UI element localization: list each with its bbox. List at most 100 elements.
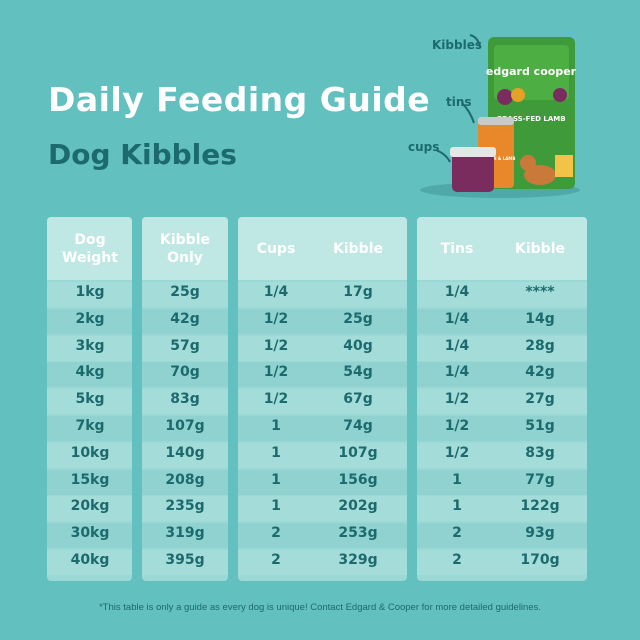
- table-cell: 1/2: [263, 391, 289, 408]
- table-cell: 156g: [338, 471, 378, 488]
- table-cell: 57g: [170, 337, 200, 354]
- table-panel: [142, 217, 228, 581]
- row-band: [142, 389, 228, 415]
- row-band: [47, 308, 132, 334]
- column-header: Tins: [440, 241, 474, 257]
- table-cell: 1/2: [444, 418, 470, 434]
- row-band: [238, 469, 407, 495]
- table-cell: 1: [452, 471, 462, 488]
- table-cell: 14g: [525, 310, 555, 327]
- table-cell: ****: [525, 284, 555, 300]
- table-cell: 1: [271, 471, 281, 488]
- flavor: GRASS-FED LAMB: [496, 115, 565, 123]
- kibbles-label: Kibbles: [432, 38, 482, 52]
- row-band: [142, 496, 228, 522]
- table-cell: 122g: [520, 498, 560, 515]
- row-band: [238, 362, 407, 388]
- row-band: [142, 308, 228, 334]
- row-band: [238, 550, 407, 575]
- table-cell: 54g: [343, 364, 373, 381]
- table-cell: 10kg: [70, 444, 110, 461]
- row-band: [417, 416, 587, 441]
- table-cell: 15kg: [70, 471, 110, 488]
- table-cell: 83g: [170, 391, 200, 408]
- table-cell: 1/4: [263, 284, 289, 300]
- table-cell: 235g: [165, 498, 205, 515]
- table-cell: 1/2: [263, 364, 289, 381]
- column-header: Kibble: [333, 241, 383, 257]
- subtitle: Dog Kibbles: [48, 138, 237, 171]
- table-cell: 28g: [525, 337, 555, 354]
- table-cell: 4kg: [75, 364, 105, 381]
- table-cell: 1/4: [444, 310, 470, 327]
- table-cell: 395g: [165, 552, 205, 568]
- table-cell: 17g: [343, 284, 373, 300]
- table-cell: 1/4: [444, 337, 470, 354]
- product-illustration: edgard cooper GRASS-FED LAMB CHICKEN & L…: [420, 34, 580, 198]
- row-band: [238, 282, 407, 307]
- tins-label: tins: [446, 95, 472, 109]
- column-header: Kibble: [515, 241, 565, 257]
- row-band: [47, 496, 132, 522]
- row-band: [47, 550, 132, 575]
- row-band: [417, 308, 587, 334]
- table-cell: 1/2: [444, 444, 470, 461]
- title: Daily Feeding Guide: [48, 80, 431, 119]
- table-cell: 25g: [343, 310, 373, 327]
- row-band: [142, 442, 228, 468]
- can-flavor: CHICKEN & LAMB: [477, 156, 516, 161]
- table-cell: 2kg: [75, 310, 105, 327]
- row-band: [142, 469, 228, 495]
- row-band: [238, 335, 407, 361]
- table-cell: 202g: [338, 498, 378, 515]
- row-band: [238, 308, 407, 334]
- row-band: [417, 389, 587, 415]
- table-cell: 2: [452, 525, 462, 542]
- table-cell: 253g: [338, 525, 378, 542]
- table-cell: 3kg: [75, 337, 105, 354]
- row-band: [47, 523, 132, 549]
- table-panel: [417, 217, 587, 581]
- table-cell: 107g: [338, 444, 378, 461]
- row-band: [417, 335, 587, 361]
- cups-label: cups: [408, 140, 440, 154]
- row-band: [47, 469, 132, 495]
- table-cell: 1/2: [263, 310, 289, 327]
- table-cell: 1/4: [444, 284, 470, 300]
- row-band: [142, 335, 228, 361]
- table-cell: 20kg: [70, 498, 110, 515]
- table-cell: 329g: [338, 552, 378, 568]
- row-band: [47, 335, 132, 361]
- table-cell: 1/2: [444, 391, 470, 408]
- column-header: Dog Weight: [62, 232, 118, 266]
- column-header: Kibble Only: [160, 232, 210, 266]
- table-cell: 170g: [520, 552, 560, 568]
- table-cell: 83g: [525, 444, 555, 461]
- row-band: [47, 389, 132, 415]
- row-band: [417, 362, 587, 388]
- panel-header: [238, 217, 407, 280]
- row-band: [417, 282, 587, 307]
- row-band: [238, 496, 407, 522]
- table-cell: 1/4: [444, 364, 470, 381]
- table-cell: 70g: [170, 364, 200, 381]
- row-band: [238, 442, 407, 468]
- table-cell: 42g: [525, 364, 555, 381]
- table-cell: 25g: [170, 284, 200, 300]
- table-cell: 74g: [343, 418, 373, 434]
- row-band: [47, 362, 132, 388]
- table-cell: 319g: [165, 525, 205, 542]
- row-band: [142, 416, 228, 441]
- table-cell: 1: [271, 498, 281, 515]
- table-cell: 2: [271, 552, 281, 568]
- row-band: [47, 282, 132, 307]
- table-cell: 40g: [343, 337, 373, 354]
- table-cell: 1: [271, 418, 281, 434]
- row-band: [47, 442, 132, 468]
- row-band: [47, 416, 132, 441]
- table-cell: 93g: [525, 525, 555, 542]
- table-cell: 2: [452, 552, 462, 568]
- panel-header: [47, 217, 132, 280]
- table-cell: 77g: [525, 471, 555, 488]
